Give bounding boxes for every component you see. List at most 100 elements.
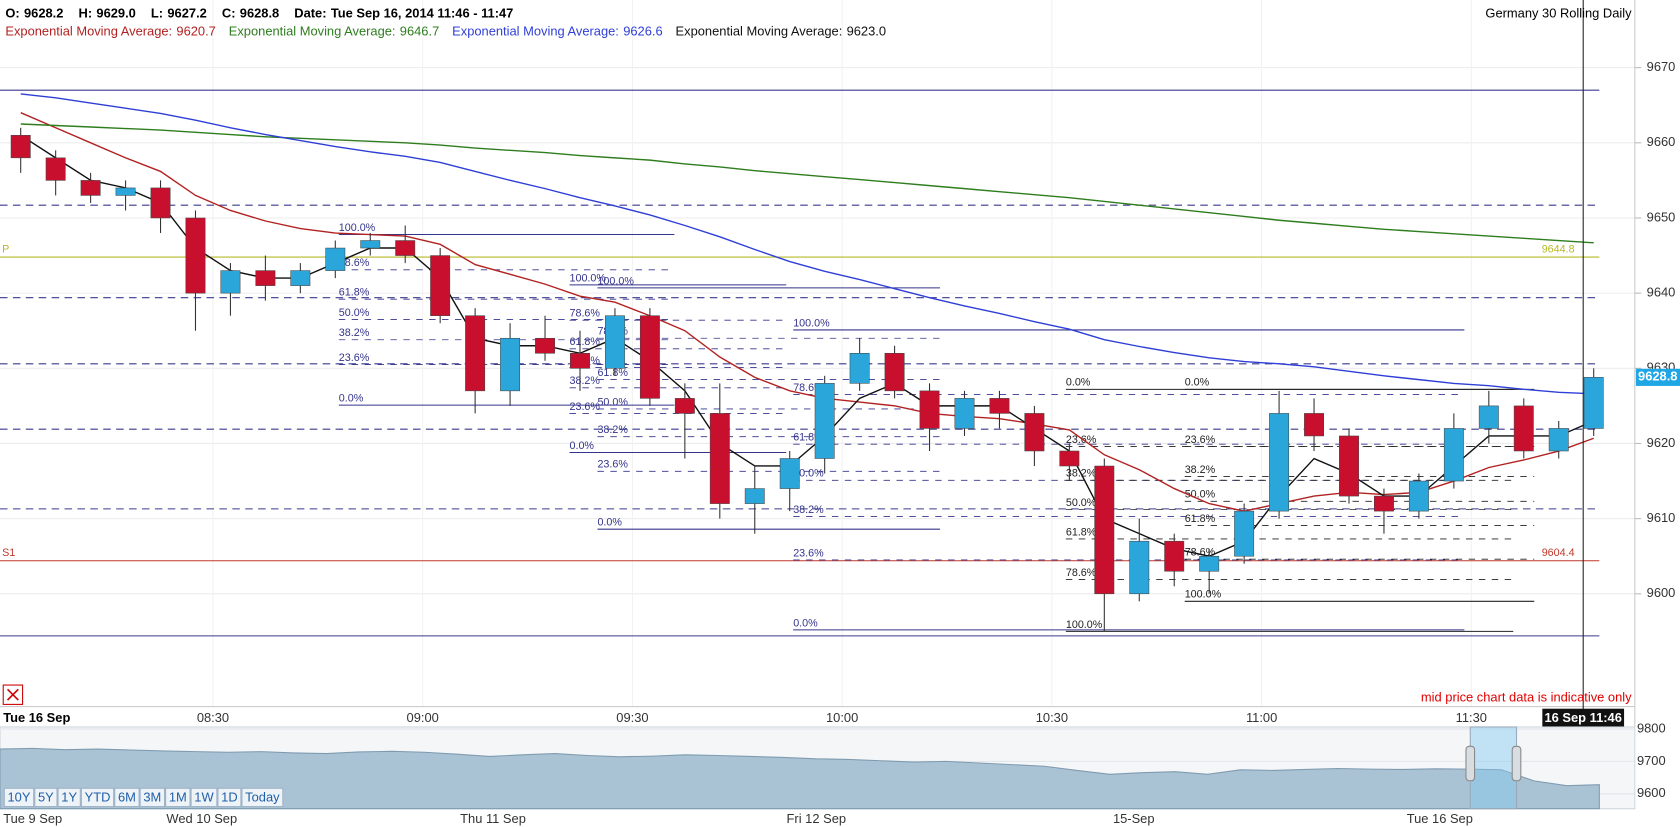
fib-label: 61.8% [1066, 526, 1097, 538]
range-button-box[interactable] [3, 787, 35, 808]
range-button-box[interactable] [165, 787, 191, 808]
candle-body [150, 187, 171, 219]
axes: 16 Sep 11:46 Tue 16 Sep Germany 30 Rolli… [0, 0, 1680, 727]
candle-body [395, 240, 416, 256]
candle-body [1513, 405, 1534, 452]
range-button[interactable]: 5Y [34, 787, 58, 808]
range-button-label[interactable]: 3M [143, 789, 161, 804]
candle-body [115, 187, 136, 196]
nav-y-tick-label: 9700 [1637, 753, 1666, 768]
candle-body [1478, 405, 1499, 429]
range-button[interactable]: 3M [139, 787, 166, 808]
range-button-box[interactable] [57, 787, 81, 808]
range-button[interactable]: YTD [80, 787, 115, 808]
fib-label: 100.0% [570, 272, 607, 284]
fib-label: 50.0% [597, 396, 628, 408]
fib-label: 61.8% [339, 287, 370, 299]
fib-label: 78.6% [793, 382, 824, 394]
y-tick-label: 9670 [1647, 59, 1676, 74]
candle-body [604, 315, 625, 369]
range-button-box[interactable] [114, 787, 140, 808]
candle-body [325, 247, 346, 271]
x-tick-label: 10:30 [1036, 710, 1068, 725]
range-button[interactable]: 1M [165, 787, 191, 808]
fib-label: 38.2% [793, 504, 824, 516]
fib-label: 0.0% [1066, 377, 1091, 389]
range-button[interactable]: 6M [114, 787, 140, 808]
fib-label: 23.6% [570, 401, 601, 413]
fib-label: 38.2% [339, 327, 370, 339]
range-button-box[interactable] [190, 787, 218, 808]
fib-label: 61.8% [570, 336, 601, 348]
nav-handle[interactable] [1511, 745, 1522, 782]
ohlc-name: H: [79, 5, 93, 20]
ohlc-name: L: [151, 5, 163, 20]
candle-body [80, 180, 101, 196]
fib-label: 78.6% [570, 308, 601, 320]
candle-body [849, 353, 870, 384]
y-tick-label: 9600 [1647, 585, 1676, 600]
header: O: 9628.2 H: 9629.0 L: 9627.2 C: 9628.8 Date: Tue… [5, 5, 886, 38]
candle-body [639, 315, 660, 399]
range-button-label[interactable]: 1Y [61, 789, 77, 804]
range-button-box[interactable] [80, 787, 115, 808]
nav-date-label: Tue 16 Sep [1407, 811, 1473, 826]
range-button-box[interactable] [34, 787, 58, 808]
nav-date-label: Thu 11 Sep [460, 811, 526, 826]
ohlc-value: 9628.2 [24, 5, 63, 20]
fib-label: 0.0% [1185, 377, 1210, 389]
nav-handle[interactable] [1465, 745, 1476, 782]
nav-date-label: 15-Sep [1113, 811, 1155, 826]
range-button-label[interactable]: YTD [85, 789, 111, 804]
range-button-label[interactable]: 10Y [8, 789, 31, 804]
nav-area [0, 747, 1600, 810]
nav-window[interactable] [1469, 726, 1518, 810]
range-button-label[interactable]: 1D [221, 789, 237, 804]
range-button[interactable]: 1Y [57, 787, 81, 808]
navigator: 9600 9700 9800 Tue 9 Sep Wed 10 Sep Thu 11 Se… [0, 720, 1666, 826]
y-tick-label: 9660 [1647, 134, 1676, 149]
range-button-box[interactable] [139, 787, 166, 808]
range-button[interactable]: 10Y [3, 787, 35, 808]
candle-body [1443, 428, 1464, 482]
legend-value: 9623.0 [847, 24, 886, 39]
fib-label: 100.0% [1066, 619, 1103, 631]
fib-label: 38.2% [597, 424, 628, 436]
ohlc-name: O: [5, 5, 19, 20]
range-button-box[interactable] [241, 787, 284, 808]
fib-label: 100.0% [597, 275, 634, 287]
candle-body [1408, 480, 1429, 512]
range-button[interactable]: 1W [190, 787, 218, 808]
range-button-label[interactable]: 6M [118, 789, 136, 804]
fib-label: 100.0% [339, 222, 376, 234]
ema-line [20, 93, 1594, 395]
fib-label: 23.6% [1185, 434, 1216, 446]
candle-body [954, 398, 975, 429]
range-button-label[interactable]: Today [245, 789, 280, 804]
x-tick-label: 11:00 [1246, 710, 1277, 725]
range-button-label[interactable]: 5Y [38, 789, 54, 804]
candle-body [1234, 510, 1255, 557]
range-button-label[interactable]: 1M [169, 789, 187, 804]
candle-body [919, 390, 940, 429]
range-button[interactable]: 1D [217, 787, 242, 808]
fib-label: 78.6% [339, 257, 370, 269]
date-value: Tue Sep 16, 2014 11:46 - 11:47 [331, 5, 514, 20]
range-button[interactable]: Today [241, 787, 284, 808]
candle-body [1583, 377, 1604, 429]
price-tag [1635, 368, 1680, 386]
levels: P 9644.8 S1 9604.4 [0, 89, 1600, 637]
range-button-label[interactable]: 1W [194, 789, 214, 804]
fib-label: 23.6% [793, 547, 824, 559]
cursor-box [1542, 708, 1625, 727]
range-button-box[interactable] [217, 787, 242, 808]
candle-body [185, 217, 206, 294]
candle-body [360, 240, 381, 249]
pivot-name: S1 [2, 547, 15, 559]
x-tick-label: 09:30 [616, 710, 648, 725]
x-tick-label: 10:00 [826, 710, 858, 725]
legend-name: Exponential Moving Average: [5, 24, 172, 39]
x-tick-label: 11:30 [1456, 710, 1487, 725]
candle-body [1199, 555, 1220, 572]
candle-body [814, 383, 835, 459]
